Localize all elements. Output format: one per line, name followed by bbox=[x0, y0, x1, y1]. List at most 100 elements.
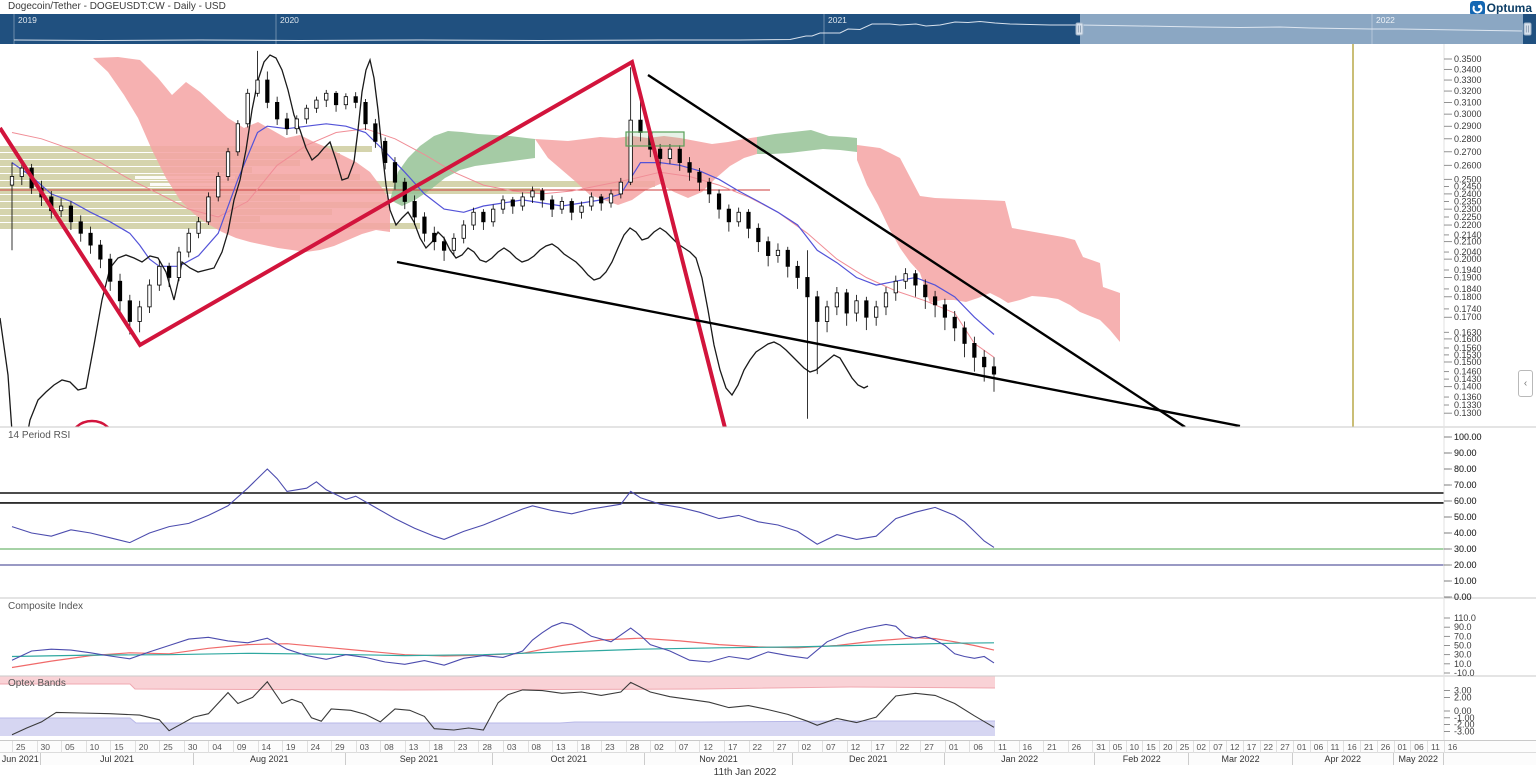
svg-text:0.2700: 0.2700 bbox=[1454, 147, 1482, 157]
date-axis-day-tick: 13 bbox=[552, 741, 566, 753]
svg-text:0.1800: 0.1800 bbox=[1454, 292, 1482, 302]
svg-text:20.00: 20.00 bbox=[1454, 560, 1477, 570]
svg-text:-10.0: -10.0 bbox=[1454, 668, 1475, 678]
svg-text:0.2800: 0.2800 bbox=[1454, 134, 1482, 144]
chevron-left-icon: ‹ bbox=[1523, 378, 1528, 389]
svg-text:50.0: 50.0 bbox=[1454, 641, 1472, 651]
svg-text:90.0: 90.0 bbox=[1454, 622, 1472, 632]
date-axis-day-tick: 25 bbox=[1175, 741, 1189, 753]
rsi-panel[interactable] bbox=[0, 468, 1444, 566]
kijun-line bbox=[11, 123, 995, 335]
svg-text:0.2350: 0.2350 bbox=[1454, 196, 1482, 206]
date-axis-day-tick: 03 bbox=[355, 741, 369, 753]
main-price-panel[interactable] bbox=[0, 44, 1354, 470]
navigator-year-label: 2022 bbox=[1376, 15, 1395, 25]
svg-text:100.00: 100.00 bbox=[1454, 432, 1482, 442]
svg-text:0.1300: 0.1300 bbox=[1454, 408, 1482, 418]
svg-text:70.0: 70.0 bbox=[1454, 631, 1472, 641]
date-axis-day-tick: 11 bbox=[994, 741, 1007, 753]
date-axis-day-tick: 16 bbox=[1343, 741, 1357, 753]
status-bar: 11th Jan 2022 bbox=[0, 765, 1536, 783]
svg-text:0.1530: 0.1530 bbox=[1454, 350, 1482, 360]
composite-axis[interactable]: 110.090.070.050.030.010.0-10.0 bbox=[1444, 613, 1476, 678]
trendline-annotation[interactable] bbox=[647, 73, 1186, 427]
svg-text:3.00: 3.00 bbox=[1454, 686, 1472, 696]
svg-text:-2.00: -2.00 bbox=[1454, 720, 1475, 730]
date-axis-day-tick: 15 bbox=[110, 741, 124, 753]
date-axis-day-tick: 11 bbox=[1326, 741, 1339, 753]
date-axis-day-tick: 06 bbox=[1410, 741, 1424, 753]
date-axis-day-tick: 31 bbox=[1092, 741, 1106, 753]
svg-text:0.2140: 0.2140 bbox=[1454, 230, 1482, 240]
rsi-axis[interactable]: 100.00 90.00 80.00 70.00 60.00 50.00 40.00 30.0… bbox=[1444, 432, 1482, 602]
candlestick-series[interactable] bbox=[9, 50, 997, 419]
date-axis-day-tick: 10 bbox=[1125, 741, 1139, 753]
optex-axis[interactable]: 3.002.00 0.00-1.00-2.00-3.00 bbox=[1444, 686, 1475, 737]
optuma-logo: Optuma bbox=[1469, 0, 1532, 16]
svg-text:80.00: 80.00 bbox=[1454, 464, 1477, 474]
date-axis-day-tick: 18 bbox=[429, 741, 443, 753]
date-axis-month-cell: May 2022 bbox=[1394, 753, 1444, 766]
red-circle-annotation[interactable] bbox=[70, 419, 114, 461]
optex-line bbox=[11, 680, 995, 736]
date-axis-day-tick: 27 bbox=[773, 741, 787, 753]
svg-text:-1.00: -1.00 bbox=[1454, 713, 1475, 723]
composite-navy-line bbox=[11, 622, 995, 666]
svg-text:0.3100: 0.3100 bbox=[1454, 97, 1482, 107]
date-axis-day-tick: 05 bbox=[61, 741, 75, 753]
cursor-date-label: 11th Jan 2022 bbox=[713, 767, 777, 778]
optex-bands-panel[interactable] bbox=[0, 676, 996, 736]
nav-handle-left[interactable] bbox=[1075, 22, 1084, 36]
date-axis-day-tick: 16 bbox=[1443, 741, 1457, 753]
svg-text:30.0: 30.0 bbox=[1454, 650, 1472, 660]
svg-text:0.3400: 0.3400 bbox=[1454, 64, 1482, 74]
svg-text:0.2200: 0.2200 bbox=[1454, 220, 1482, 230]
navigator-view-range[interactable] bbox=[1080, 14, 1523, 44]
svg-text:0.1700: 0.1700 bbox=[1454, 312, 1482, 322]
date-axis-day-tick: 15 bbox=[1142, 741, 1156, 753]
date-axis-day-tick: 02 bbox=[797, 741, 811, 753]
date-axis-day-tick: 27 bbox=[920, 741, 934, 753]
trendline-annotation[interactable] bbox=[396, 260, 1241, 427]
composite-teal-line bbox=[11, 642, 995, 658]
date-axis-day-tick: 11 bbox=[1427, 741, 1440, 753]
date-axis-day-tick: 02 bbox=[1192, 741, 1206, 753]
svg-text:0.2040: 0.2040 bbox=[1454, 247, 1482, 257]
svg-text:0.00: 0.00 bbox=[1454, 706, 1472, 716]
green-box-annotation[interactable] bbox=[625, 131, 685, 147]
composite-index-panel[interactable] bbox=[11, 622, 995, 669]
composite-red-line bbox=[11, 637, 995, 669]
optex-bands-panel-label: Optex Bands bbox=[8, 678, 66, 689]
date-axis-day-tick: 26 bbox=[1376, 741, 1390, 753]
composite-index-panel-label: Composite Index bbox=[8, 601, 84, 612]
date-axis-day-tick: 03 bbox=[503, 741, 516, 753]
collapse-axis-button[interactable]: ‹ bbox=[1518, 370, 1533, 397]
timeline-navigator-canvas[interactable]: 2019 2020 2021 2022 bbox=[0, 14, 1536, 44]
date-axis-month-cell: Mar 2022 bbox=[1189, 753, 1293, 766]
svg-text:100.00: 100.00 bbox=[1454, 432, 1482, 442]
date-axis-month-cell: Apr 2022 bbox=[1293, 753, 1394, 766]
rsi-line bbox=[11, 468, 995, 548]
date-axis-day-tick: 23 bbox=[601, 741, 615, 753]
svg-text:0.1360: 0.1360 bbox=[1454, 392, 1482, 402]
svg-text:0.1900: 0.1900 bbox=[1454, 272, 1482, 282]
svg-text:50.00: 50.00 bbox=[1454, 512, 1477, 522]
ichimoku-cloud bbox=[93, 57, 1120, 342]
date-axis-day-tick: 06 bbox=[1309, 741, 1323, 753]
rsi-axis[interactable]: 100.00 90.00 80.00 70.00 60.00 50.00 40.00 30.0… bbox=[1444, 432, 1482, 602]
date-axis-day-tick: 16 bbox=[1018, 741, 1032, 753]
svg-text:70.00: 70.00 bbox=[1454, 480, 1477, 490]
timeline-navigator[interactable]: 2019 2020 2021 2022 bbox=[0, 14, 1536, 44]
nav-handle-right[interactable] bbox=[1523, 22, 1532, 36]
lagging-line bbox=[0, 54, 869, 427]
zigzag-annotation[interactable] bbox=[0, 58, 727, 432]
navigator-sparkline bbox=[13, 20, 1523, 42]
svg-text:70.00: 70.00 bbox=[1454, 480, 1477, 490]
date-axis[interactable]: 25 30 05 10 15 20 25 30 04 09 14 19 24 29 03 08 13 18 23 28… bbox=[0, 740, 1536, 766]
date-axis-month-cell: Feb 2022 bbox=[1095, 753, 1190, 766]
svg-text:10.00: 10.00 bbox=[1454, 576, 1477, 586]
date-axis-day-tick: 25 bbox=[12, 741, 25, 753]
